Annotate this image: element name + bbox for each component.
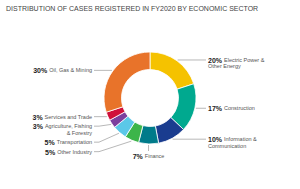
svg-text:3%Agriculture, Fishing: 3%Agriculture, Fishing: [33, 123, 92, 130]
html-text:DISTRIBUTION OF CASES REGISTER: DISTRIBUTION OF CASES REGISTERED IN FY20…: [6, 5, 259, 12]
svg-text:30%Oil, Gas & Mining: 30%Oil, Gas & Mining: [33, 67, 92, 74]
svg-text:Communication: Communication: [208, 143, 246, 149]
svg-text:10%Information &: 10%Information &: [208, 136, 257, 143]
svg-text:5%Transportation: 5%Transportation: [45, 139, 92, 146]
svg-text:Other Energy: Other Energy: [208, 63, 241, 69]
svg-text:5%Other Industry: 5%Other Industry: [45, 148, 92, 155]
svg-text:17%Construction: 17%Construction: [208, 105, 255, 112]
svg-text:3%Services and Trade: 3%Services and Trade: [32, 113, 92, 120]
svg-text:7%Finance: 7%Finance: [133, 153, 165, 160]
svg-text:& Forestry: & Forestry: [67, 130, 93, 136]
svg-text:20%Electric Power &: 20%Electric Power &: [208, 56, 265, 63]
